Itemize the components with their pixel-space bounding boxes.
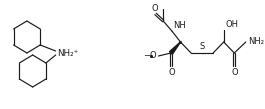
Text: NH₂⁺: NH₂⁺	[58, 49, 79, 58]
Text: O: O	[151, 4, 158, 13]
Polygon shape	[170, 42, 180, 54]
Text: O: O	[232, 68, 238, 77]
Text: S: S	[200, 42, 205, 51]
Text: O: O	[169, 68, 175, 77]
Text: NH₂: NH₂	[248, 37, 264, 45]
Text: −O: −O	[143, 51, 157, 60]
Text: NH: NH	[173, 21, 185, 30]
Text: OH: OH	[226, 20, 238, 29]
